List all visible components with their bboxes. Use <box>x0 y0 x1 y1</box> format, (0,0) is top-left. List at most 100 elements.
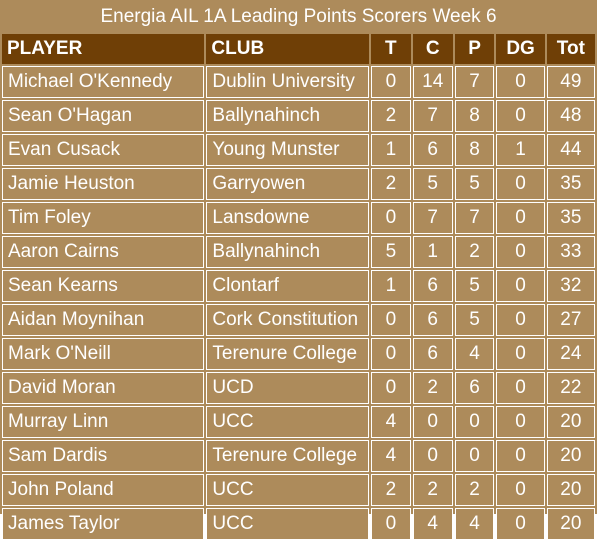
header-drop-goals: DG <box>496 34 545 64</box>
header-club: CLUB <box>206 34 369 64</box>
points-scorers-table: PLAYER CLUB T C P DG Tot Michael O'Kenne… <box>0 32 597 542</box>
cell-club: Clontarf <box>206 270 369 302</box>
header-row: PLAYER CLUB T C P DG Tot <box>2 34 595 64</box>
cell-tries: 2 <box>370 168 411 200</box>
cell-penalties: 5 <box>454 270 495 302</box>
table-row: Jamie Heuston Garryowen 2 5 5 0 35 <box>2 168 595 200</box>
header-player: PLAYER <box>2 34 205 64</box>
cell-drop-goals: 1 <box>496 134 545 166</box>
cell-penalties: 0 <box>454 406 495 438</box>
table-row: Sam Dardis Terenure College 4 0 0 0 20 <box>2 440 595 472</box>
table-row: Mark O'Neill Terenure College 0 6 4 0 24 <box>2 338 595 370</box>
cell-player: Aidan Moynihan <box>2 304 205 336</box>
cell-tries: 0 <box>370 508 411 540</box>
cell-player: Evan Cusack <box>2 134 205 166</box>
cell-drop-goals: 0 <box>496 304 545 336</box>
table-row: David Moran UCD 0 2 6 0 22 <box>2 372 595 404</box>
cell-total: 20 <box>546 440 595 472</box>
header-conversions: C <box>412 34 453 64</box>
cell-conversions: 4 <box>412 508 453 540</box>
cell-penalties: 6 <box>454 372 495 404</box>
table-row: Aaron Cairns Ballynahinch 5 1 2 0 33 <box>2 236 595 268</box>
cell-conversions: 14 <box>412 66 453 98</box>
cell-club: Lansdowne <box>206 202 369 234</box>
cell-club: UCC <box>206 406 369 438</box>
cell-conversions: 2 <box>412 372 453 404</box>
cell-tries: 0 <box>370 202 411 234</box>
cell-player: Aaron Cairns <box>2 236 205 268</box>
table-body: Michael O'Kennedy Dublin University 0 14 7 0 4… <box>2 66 595 540</box>
cell-club: UCC <box>206 474 369 506</box>
cell-total: 49 <box>546 66 595 98</box>
table-title: Energia AIL 1A Leading Points Scorers We… <box>100 6 497 27</box>
cell-player: Tim Foley <box>2 202 205 234</box>
cell-club: Terenure College <box>206 338 369 370</box>
cell-player: Murray Linn <box>2 406 205 438</box>
cell-player: Mark O'Neill <box>2 338 205 370</box>
cell-penalties: 8 <box>454 134 495 166</box>
cell-player: Sean O'Hagan <box>2 100 205 132</box>
cell-drop-goals: 0 <box>496 372 545 404</box>
cell-conversions: 5 <box>412 168 453 200</box>
cell-player: Jamie Heuston <box>2 168 205 200</box>
cell-tries: 0 <box>370 304 411 336</box>
cell-penalties: 5 <box>454 304 495 336</box>
cell-total: 20 <box>546 406 595 438</box>
cell-total: 32 <box>546 270 595 302</box>
cell-conversions: 7 <box>412 202 453 234</box>
header-tries: T <box>370 34 411 64</box>
cell-club: Garryowen <box>206 168 369 200</box>
cell-drop-goals: 0 <box>496 338 545 370</box>
cell-player: Sean Kearns <box>2 270 205 302</box>
table-row: Michael O'Kennedy Dublin University 0 14 7 0 4… <box>2 66 595 98</box>
cell-total: 35 <box>546 202 595 234</box>
table-row: Evan Cusack Young Munster 1 6 8 1 44 <box>2 134 595 166</box>
cell-conversions: 6 <box>412 270 453 302</box>
cell-total: 24 <box>546 338 595 370</box>
cell-tries: 2 <box>370 474 411 506</box>
cell-tries: 2 <box>370 100 411 132</box>
table-row: Sean Kearns Clontarf 1 6 5 0 32 <box>2 270 595 302</box>
cell-club: Ballynahinch <box>206 100 369 132</box>
cell-tries: 0 <box>370 338 411 370</box>
cell-drop-goals: 0 <box>496 66 545 98</box>
cell-drop-goals: 0 <box>496 100 545 132</box>
cell-total: 48 <box>546 100 595 132</box>
table-row: John Poland UCC 2 2 2 0 20 <box>2 474 595 506</box>
cell-club: UCD <box>206 372 369 404</box>
cell-total: 20 <box>546 508 595 540</box>
cell-drop-goals: 0 <box>496 168 545 200</box>
cell-tries: 1 <box>370 134 411 166</box>
cell-penalties: 2 <box>454 236 495 268</box>
table-row: Murray Linn UCC 4 0 0 0 20 <box>2 406 595 438</box>
cell-penalties: 5 <box>454 168 495 200</box>
cell-conversions: 6 <box>412 134 453 166</box>
cell-drop-goals: 0 <box>496 236 545 268</box>
cell-total: 35 <box>546 168 595 200</box>
cell-conversions: 0 <box>412 406 453 438</box>
cell-total: 22 <box>546 372 595 404</box>
cell-penalties: 4 <box>454 338 495 370</box>
header-penalties: P <box>454 34 495 64</box>
cell-tries: 4 <box>370 406 411 438</box>
cell-player: David Moran <box>2 372 205 404</box>
cell-conversions: 0 <box>412 440 453 472</box>
header-total: Tot <box>546 34 595 64</box>
cell-drop-goals: 0 <box>496 508 545 540</box>
cell-drop-goals: 0 <box>496 270 545 302</box>
cell-tries: 0 <box>370 66 411 98</box>
cell-tries: 5 <box>370 236 411 268</box>
cell-tries: 1 <box>370 270 411 302</box>
cell-club: Cork Constitution <box>206 304 369 336</box>
cell-penalties: 4 <box>454 508 495 540</box>
cell-total: 44 <box>546 134 595 166</box>
cell-club: Dublin University <box>206 66 369 98</box>
cell-drop-goals: 0 <box>496 202 545 234</box>
table-row: Aidan Moynihan Cork Constitution 0 6 5 0 27 <box>2 304 595 336</box>
table-row: Tim Foley Lansdowne 0 7 7 0 35 <box>2 202 595 234</box>
cell-total: 33 <box>546 236 595 268</box>
cell-tries: 0 <box>370 372 411 404</box>
cell-player: Sam Dardis <box>2 440 205 472</box>
cell-penalties: 2 <box>454 474 495 506</box>
cell-club: Young Munster <box>206 134 369 166</box>
